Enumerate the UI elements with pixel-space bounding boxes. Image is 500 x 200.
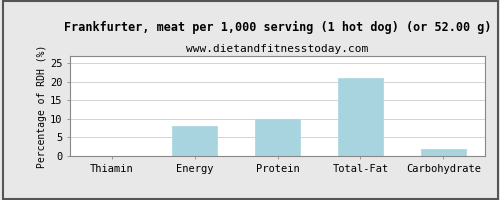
Bar xyxy=(420,149,466,156)
Title: Frankfurter, meat per 1,000 serving (1 hot dog) (or 52.00 g): Frankfurter, meat per 1,000 serving (1 h… xyxy=(64,21,491,34)
Bar xyxy=(172,126,218,156)
Text: www.dietandfitnesstoday.com: www.dietandfitnesstoday.com xyxy=(186,44,368,54)
Bar xyxy=(254,119,300,156)
Bar xyxy=(338,78,383,156)
Y-axis label: Percentage of RDH (%): Percentage of RDH (%) xyxy=(37,44,47,168)
